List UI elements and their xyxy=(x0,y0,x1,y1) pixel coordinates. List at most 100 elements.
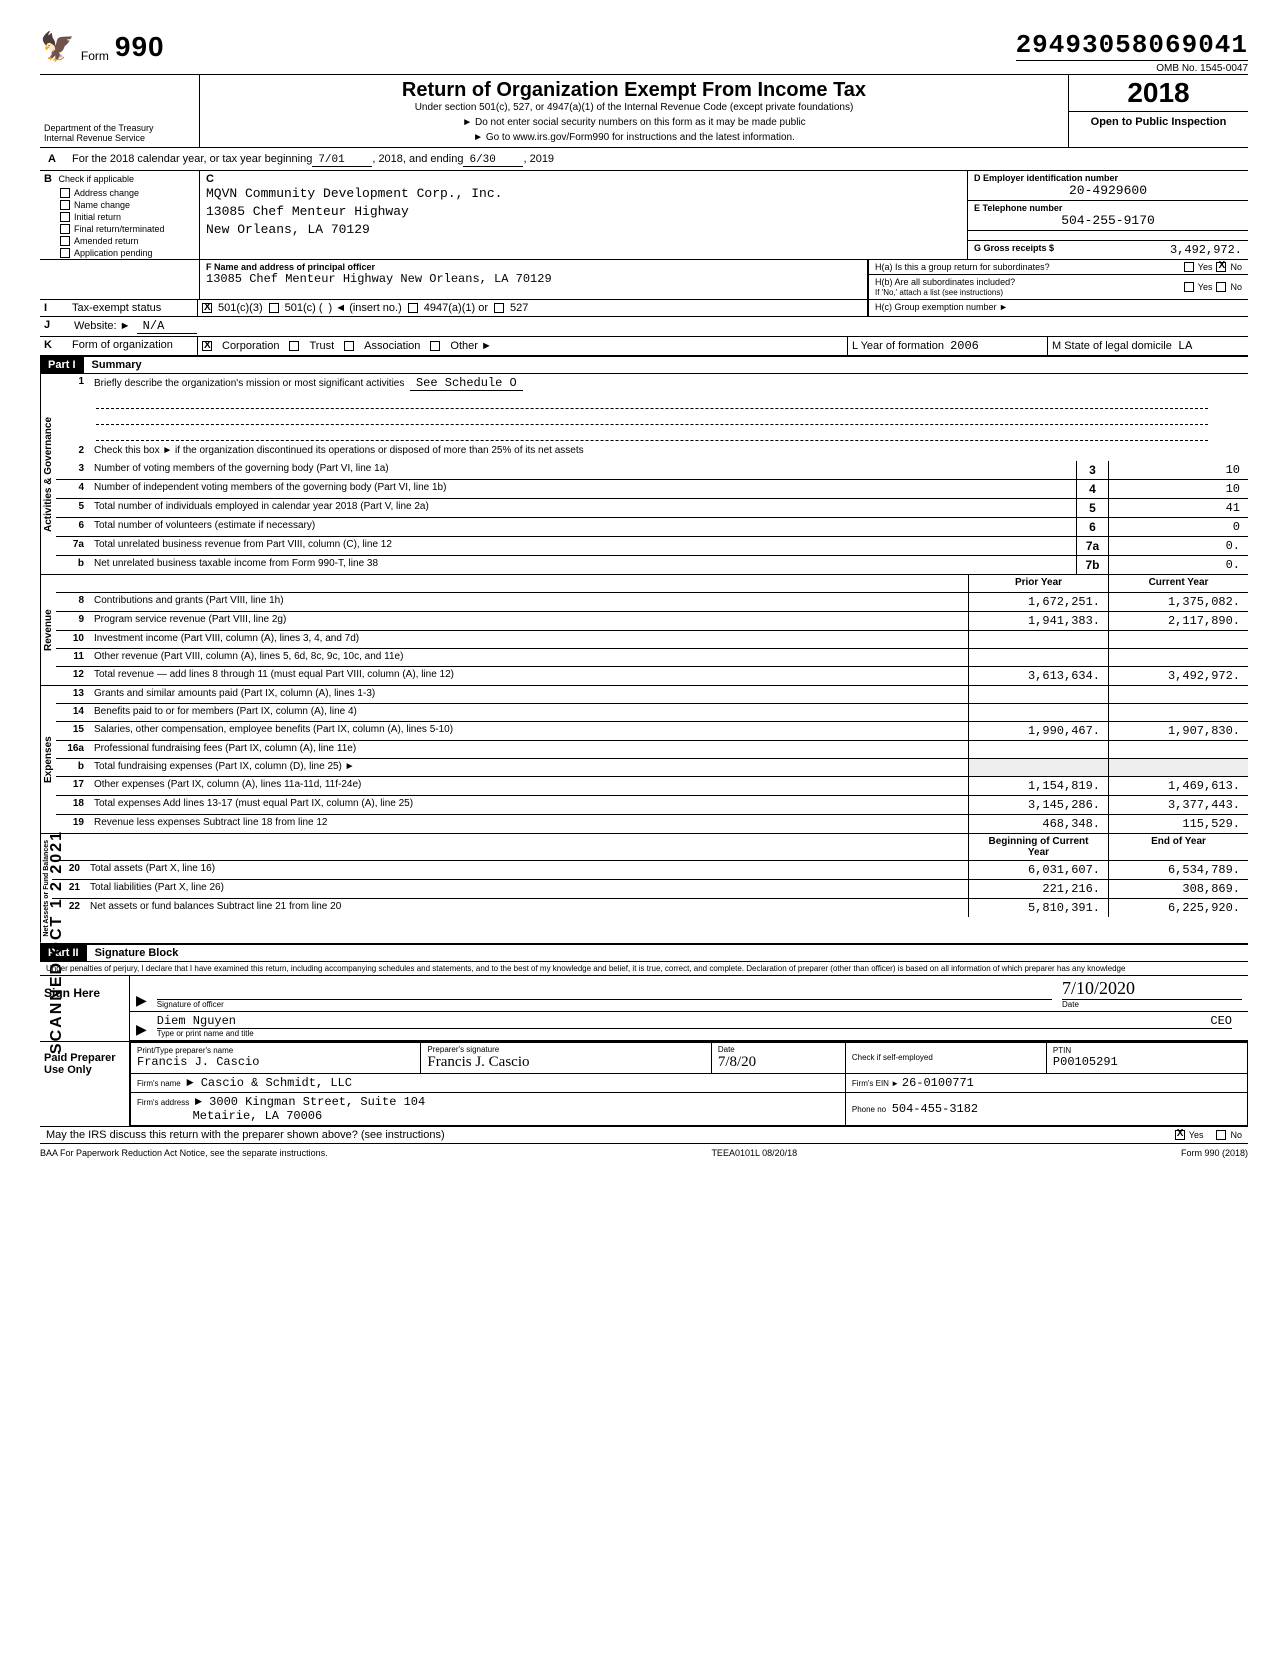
opt-other: Other ► xyxy=(450,340,491,352)
line13-prior xyxy=(968,686,1108,703)
ha-no[interactable] xyxy=(1216,262,1226,272)
lbl-amended: Amended return xyxy=(74,236,139,246)
chk-address-change[interactable] xyxy=(60,188,70,198)
discuss-no-label: No xyxy=(1230,1130,1242,1140)
line20-begin: 6,031,607. xyxy=(968,861,1108,879)
prep-sig-label: Preparer's signature xyxy=(427,1045,704,1054)
line13-desc: Grants and similar amounts paid (Part IX… xyxy=(90,686,968,703)
form-number: 990 xyxy=(115,31,165,63)
line15-prior: 1,990,467. xyxy=(968,722,1108,740)
line17-current: 1,469,613. xyxy=(1108,777,1248,795)
chk-final-return[interactable] xyxy=(60,224,70,234)
preparer-table: Print/Type preparer's name Francis J. Cas… xyxy=(130,1042,1248,1126)
phone: 504-255-9170 xyxy=(974,213,1242,228)
line8-desc: Contributions and grants (Part VIII, lin… xyxy=(90,593,968,611)
chk-app-pending[interactable] xyxy=(60,248,70,258)
line12-desc: Total revenue — add lines 8 through 11 (… xyxy=(90,667,968,685)
line-j: J Website: ► N/A xyxy=(40,317,1248,337)
line2-desc: Check this box ► if the organization dis… xyxy=(90,443,1248,461)
form-header: Department of the Treasury Internal Reve… xyxy=(40,74,1248,148)
name-title-caption: Type or print name and title xyxy=(157,1029,1232,1038)
lbl-address-change: Address change xyxy=(74,188,139,198)
officer-title: CEO xyxy=(1210,1014,1232,1028)
chk-trust[interactable] xyxy=(289,341,299,351)
discuss-label: May the IRS discuss this return with the… xyxy=(46,1129,445,1141)
prep-signature: Francis J. Cascio xyxy=(427,1054,704,1071)
officer-addr: 13085 Chef Menteur Highway New Orleans, … xyxy=(206,272,861,286)
line11-desc: Other revenue (Part VIII, column (A), li… xyxy=(90,649,968,666)
chk-name-change[interactable] xyxy=(60,200,70,210)
f-label: F Name and address of principal officer xyxy=(206,262,861,272)
footer-right: Form 990 (2018) xyxy=(1181,1148,1248,1158)
chk-4947[interactable] xyxy=(408,303,418,313)
ha-yes[interactable] xyxy=(1184,262,1194,272)
perjury-statement: Under penalties of perjury, I declare th… xyxy=(40,962,1248,976)
i-label: Tax-exempt status xyxy=(68,300,198,316)
tax-year: 2018 xyxy=(1069,75,1248,112)
chk-initial-return[interactable] xyxy=(60,212,70,222)
line-a-mid: , 2018, and ending xyxy=(372,153,463,165)
firm-ein-label: Firm's EIN ► xyxy=(852,1079,899,1088)
line4-desc: Number of independent voting members of … xyxy=(90,480,1076,498)
eagle-icon: 🦅 xyxy=(40,30,75,63)
lbl-app-pending: Application pending xyxy=(74,248,153,258)
org-addr2: New Orleans, LA 70129 xyxy=(206,221,961,239)
governance-label: Activities & Governance xyxy=(40,374,56,574)
chk-527[interactable] xyxy=(494,303,504,313)
line22-begin: 5,810,391. xyxy=(968,899,1108,917)
line9-desc: Program service revenue (Part VIII, line… xyxy=(90,612,968,630)
line7b-desc: Net unrelated business taxable income fr… xyxy=(90,556,1076,574)
org-addr1: 13085 Chef Menteur Highway xyxy=(206,203,961,221)
discuss-no[interactable] xyxy=(1216,1130,1226,1140)
officer-signature xyxy=(157,978,162,998)
line14-prior xyxy=(968,704,1108,721)
website: N/A xyxy=(137,319,197,334)
line18-desc: Total expenses Add lines 13-17 (must equ… xyxy=(90,796,968,814)
section-fh: F Name and address of principal officer … xyxy=(40,260,1248,300)
year-formation: 2006 xyxy=(950,339,979,353)
line18-prior: 3,145,286. xyxy=(968,796,1108,814)
opt-501c: 501(c) ( xyxy=(285,302,323,314)
discuss-yes[interactable] xyxy=(1175,1130,1185,1140)
firm-ein: 26-0100771 xyxy=(902,1076,974,1090)
firm-addr1: ► 3000 Kingman Street, Suite 104 xyxy=(195,1095,425,1109)
hb-no[interactable] xyxy=(1216,282,1226,292)
hdr-begin: Beginning of Current Year xyxy=(968,834,1108,860)
line12-current: 3,492,972. xyxy=(1108,667,1248,685)
line-a-end-year: , 2019 xyxy=(523,153,554,165)
note-url: ► Go to www.irs.gov/Form990 for instruct… xyxy=(210,132,1058,143)
line8-current: 1,375,082. xyxy=(1108,593,1248,611)
prep-name-label: Print/Type preparer's name xyxy=(137,1046,414,1055)
chk-other[interactable] xyxy=(430,341,440,351)
line3-desc: Number of voting members of the governin… xyxy=(90,461,1076,479)
opt-527: 527 xyxy=(510,302,528,314)
line19-desc: Revenue less expenses Subtract line 18 f… xyxy=(90,815,968,833)
line16a-current xyxy=(1108,741,1248,758)
chk-501c[interactable] xyxy=(269,303,279,313)
lbl-name-change: Name change xyxy=(74,200,130,210)
line15-current: 1,907,830. xyxy=(1108,722,1248,740)
line1-desc: Briefly describe the organization's miss… xyxy=(94,378,404,389)
line19-prior: 468,348. xyxy=(968,815,1108,833)
netassets-label: Net Assets or Fund Balances xyxy=(40,834,52,943)
chk-501c3[interactable] xyxy=(202,303,212,313)
open-to-public: Open to Public Inspection xyxy=(1069,112,1248,132)
hdr-end: End of Year xyxy=(1108,834,1248,860)
chk-assoc[interactable] xyxy=(344,341,354,351)
line9-current: 2,117,890. xyxy=(1108,612,1248,630)
line10-desc: Investment income (Part VIII, column (A)… xyxy=(90,631,968,648)
discuss-yes-label: Yes xyxy=(1189,1130,1204,1140)
paid-preparer-label: Paid Preparer Use Only xyxy=(40,1042,130,1126)
chk-corp[interactable] xyxy=(202,341,212,351)
line11-current xyxy=(1108,649,1248,666)
line17-prior: 1,154,819. xyxy=(968,777,1108,795)
firm-addr2: Metairie, LA 70006 xyxy=(193,1109,323,1123)
check-self-label: Check if self-employed xyxy=(852,1053,1040,1062)
page-footer: BAA For Paperwork Reduction Act Notice, … xyxy=(40,1144,1248,1158)
chk-amended[interactable] xyxy=(60,236,70,246)
opt-501c3: 501(c)(3) xyxy=(218,302,263,314)
m-label: M State of legal domicile xyxy=(1052,340,1172,352)
hb-yes[interactable] xyxy=(1184,282,1194,292)
line11-prior xyxy=(968,649,1108,666)
top-bar: 🦅 Form 990 29493058069041 OMB No. 1545-0… xyxy=(40,30,1248,74)
